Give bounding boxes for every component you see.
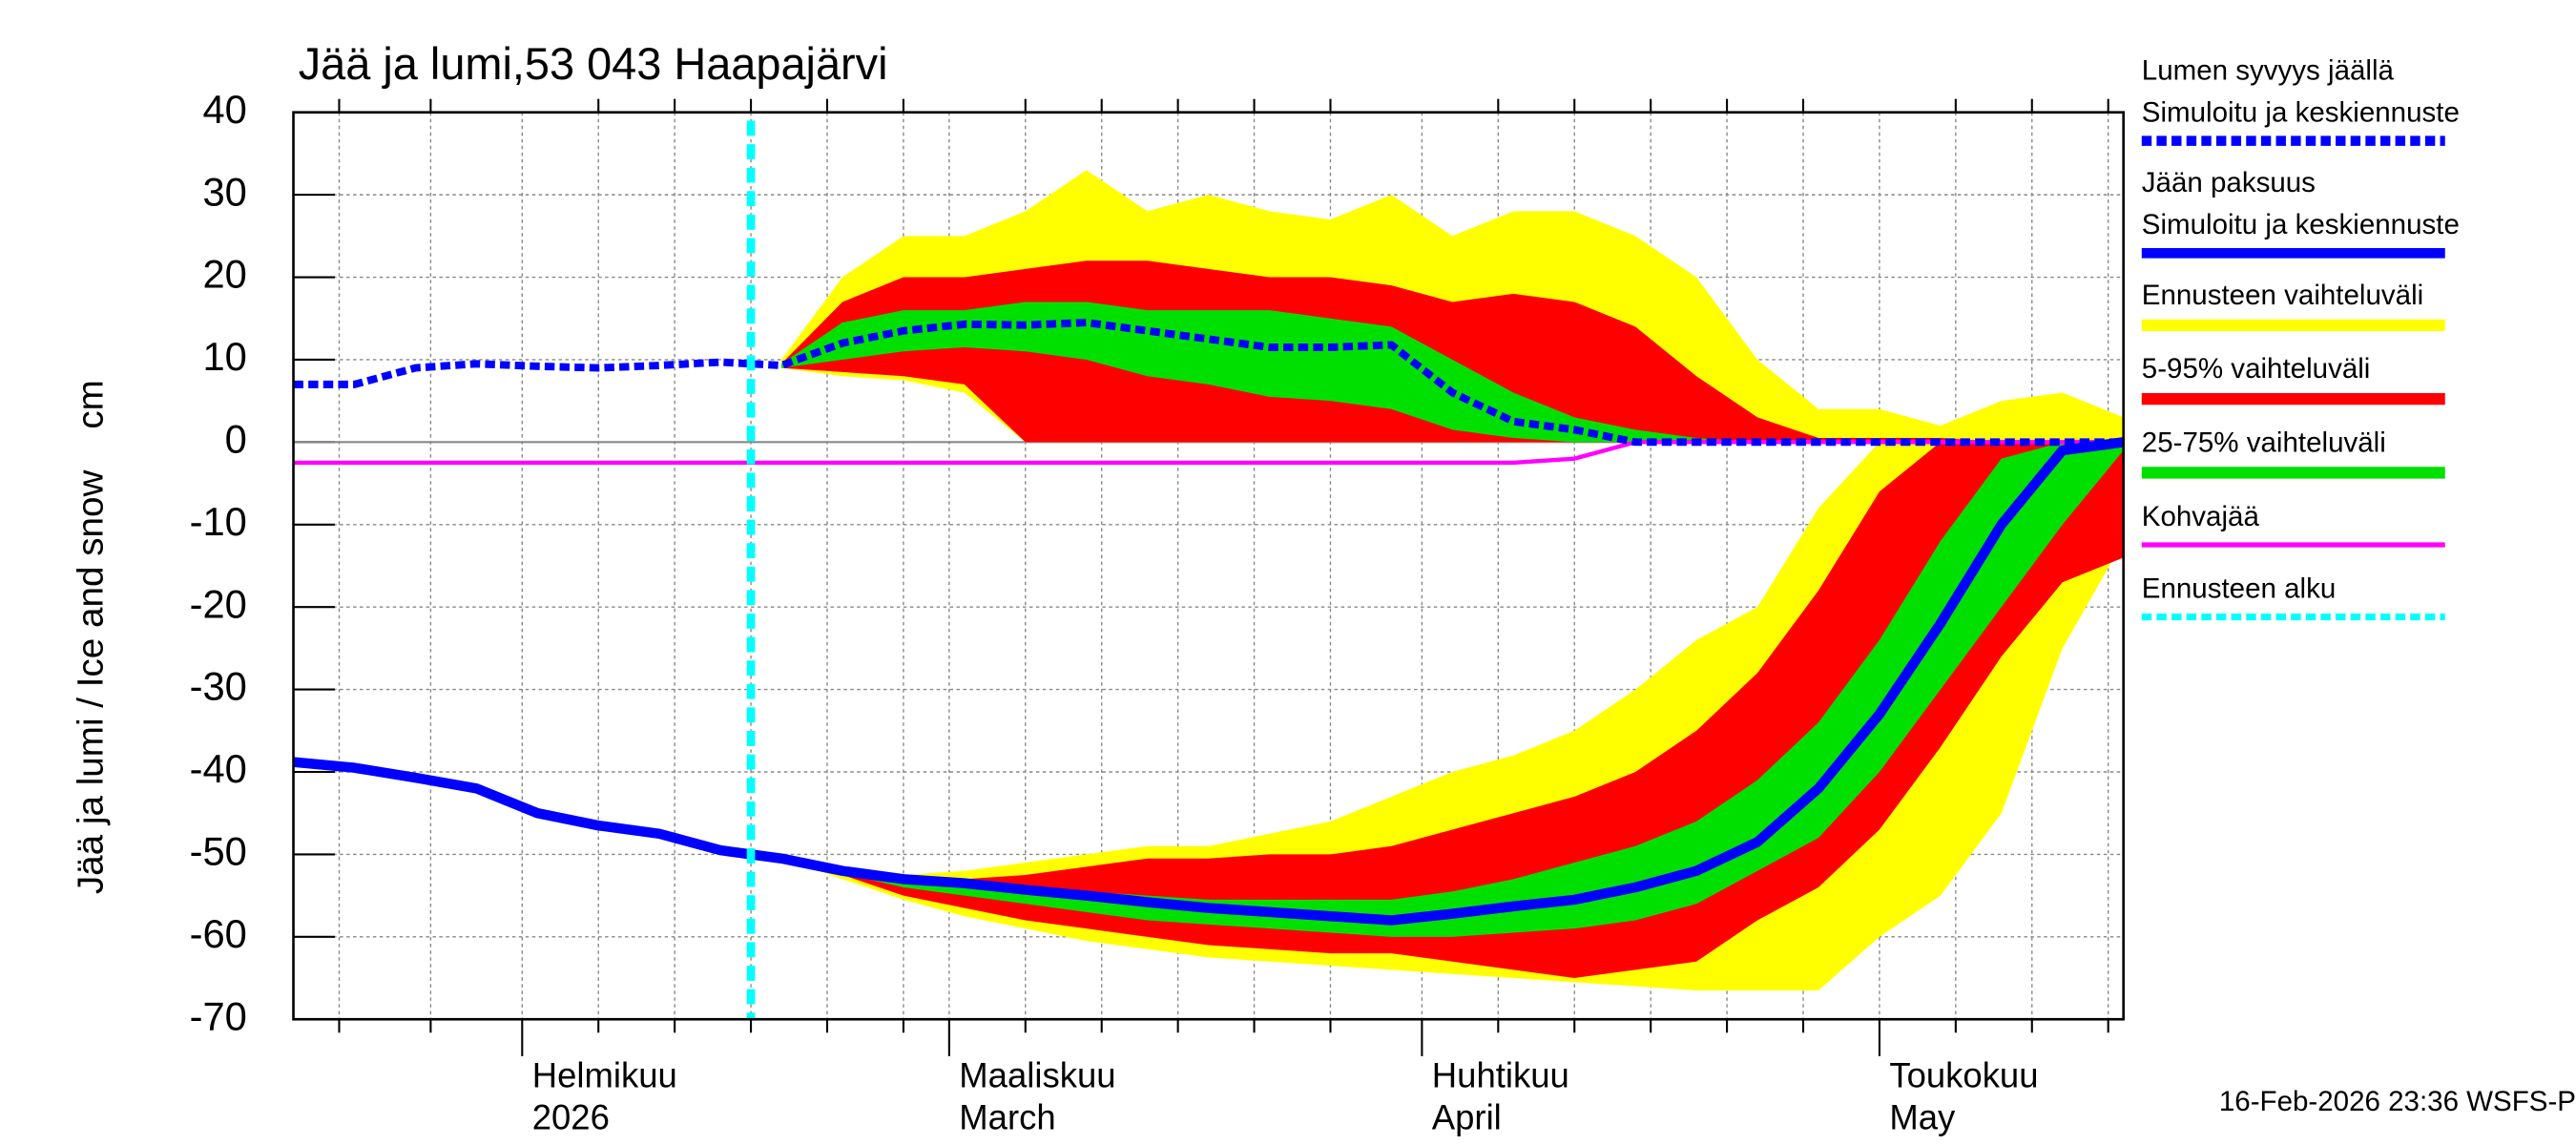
legend-label: Simuloitu ja keskiennuste [2142,96,2460,128]
x-tick-label: Helmikuu [532,1055,677,1094]
chart-title: Jää ja lumi,53 043 Haapajärvi [299,38,888,89]
y-tick-label: 20 [203,251,247,296]
y-tick-label: -40 [190,746,247,791]
y-tick-label: -30 [190,664,247,709]
y-tick-label: -70 [190,993,247,1038]
x-tick-label: Maaliskuu [959,1055,1115,1094]
ice-line [293,437,2125,926]
legend-label: Simuloitu ja keskiennuste [2142,209,2460,240]
x-tick-label: May [1889,1097,1956,1136]
y-tick-label: 30 [203,169,247,214]
legend-label: 5-95% vaihteluväli [2142,353,2371,385]
legend-label: Kohvajää [2142,501,2260,532]
x-tick-label: March [959,1097,1055,1136]
plot-frame [292,111,2125,1021]
band-area [781,302,2124,443]
x-tick-label: Huhtikuu [1432,1055,1569,1094]
x-tick-label: April [1432,1097,1502,1136]
y-tick-label: -60 [190,911,247,956]
y-tick-label: 40 [203,87,247,132]
y-tick-label: -20 [190,581,247,626]
y-axis-label: Jää ja lumi / Ice and snow cm [71,380,112,894]
y-tick-label: -50 [190,828,247,873]
snow-line [293,319,2124,447]
legend-label: Jään paksuus [2142,167,2316,198]
x-tick-label: 2026 [532,1097,610,1136]
legend-label: 25-75% vaihteluväli [2142,427,2386,458]
y-tick-label: -10 [190,499,247,544]
legend-label: Ennusteen alku [2142,572,2337,604]
y-tick-label: 0 [225,416,247,461]
y-tick-label: 10 [203,334,247,379]
legend-label: Ennusteen vaihteluväli [2142,280,2423,311]
x-tick-label: Toukokuu [1889,1055,2038,1094]
band-area [781,260,2124,443]
footer: 16-Feb-2026 23:36 WSFS-P [2219,1086,2576,1117]
legend-label: Lumen syvyys jäällä [2142,54,2395,86]
